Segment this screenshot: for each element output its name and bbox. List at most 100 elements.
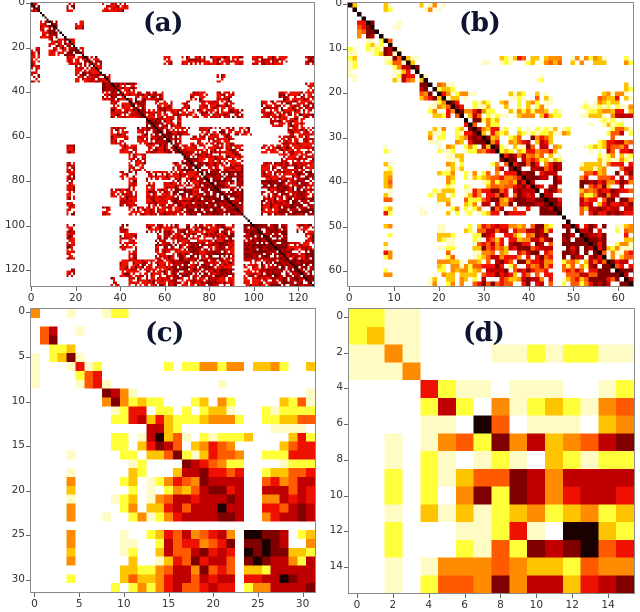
x-tick-label: 5	[75, 598, 83, 610]
x-tick-mark	[356, 594, 358, 598]
y-tick-mark	[344, 531, 348, 533]
x-tick-mark	[79, 593, 81, 597]
x-tick-mark	[209, 287, 211, 291]
x-tick-mark	[123, 593, 125, 597]
x-tick-mark	[536, 594, 538, 598]
y-tick-label: 15	[11, 439, 25, 452]
x-tick-label: 12	[565, 599, 579, 611]
x-tick-mark	[34, 593, 36, 597]
x-tick-mark	[302, 593, 304, 597]
x-tick-label: 14	[601, 599, 615, 611]
y-tick-label: 12	[329, 524, 343, 537]
x-tick-mark	[298, 287, 300, 291]
y-tick-mark	[344, 567, 348, 569]
x-tick-mark	[528, 287, 530, 291]
y-tick-label: 14	[329, 560, 343, 573]
y-tick-label: 80	[11, 174, 25, 187]
x-tick-mark	[618, 287, 620, 291]
y-tick-mark	[26, 579, 30, 581]
x-tick-label: 20	[206, 598, 220, 610]
y-tick-mark	[26, 312, 30, 314]
y-tick-mark	[26, 535, 30, 537]
heatmap-d-canvas	[349, 309, 634, 593]
x-tick-label: 60	[611, 292, 625, 304]
y-tick-label: 20	[11, 40, 25, 53]
y-tick-mark	[26, 47, 30, 49]
x-tick-mark	[253, 287, 255, 291]
heatmap-a-canvas	[31, 3, 314, 286]
y-tick-mark	[343, 271, 347, 273]
x-tick-label: 20	[432, 292, 446, 304]
x-tick-label: 8	[497, 599, 504, 611]
y-tick-label: 10	[11, 394, 25, 407]
y-tick-mark	[344, 316, 348, 318]
x-tick-mark	[349, 287, 351, 291]
heatmap-a	[30, 2, 315, 287]
x-tick-label: 0	[345, 292, 353, 304]
x-tick-mark	[31, 287, 33, 291]
panel-label-a: (a)	[143, 8, 183, 38]
y-tick-label: 8	[336, 452, 343, 465]
y-tick-mark	[344, 424, 348, 426]
y-tick-mark	[26, 270, 30, 272]
y-tick-label: 2	[336, 345, 343, 358]
x-tick-label: 30	[295, 598, 310, 610]
y-tick-label: 5	[18, 349, 25, 362]
y-tick-mark	[26, 181, 30, 183]
x-tick-label: 40	[113, 292, 127, 304]
x-tick-mark	[75, 287, 77, 291]
x-tick-mark	[438, 287, 440, 291]
y-tick-label: 10	[328, 41, 342, 54]
y-tick-mark	[343, 226, 347, 228]
y-tick-mark	[26, 136, 30, 138]
x-tick-mark	[394, 287, 396, 291]
y-tick-mark	[344, 352, 348, 354]
y-tick-mark	[26, 225, 30, 227]
y-tick-label: 30	[11, 572, 25, 585]
x-tick-label: 15	[161, 598, 176, 610]
x-tick-mark	[572, 594, 574, 598]
x-tick-mark	[500, 594, 502, 598]
x-tick-label: 20	[68, 292, 83, 304]
y-tick-mark	[26, 3, 30, 5]
y-tick-label: 10	[329, 488, 343, 501]
y-tick-label: 0	[18, 305, 25, 318]
x-tick-label: 25	[251, 598, 265, 610]
panel-label-b: (b)	[459, 8, 501, 38]
x-tick-mark	[483, 287, 485, 291]
y-tick-mark	[26, 401, 30, 403]
x-tick-label: 0	[353, 599, 361, 611]
x-tick-mark	[392, 594, 394, 598]
y-tick-mark	[343, 48, 347, 50]
x-tick-mark	[120, 287, 122, 291]
y-tick-label: 60	[328, 264, 342, 277]
y-tick-mark	[344, 388, 348, 390]
x-tick-label: 4	[425, 599, 433, 611]
heatmap-b	[347, 2, 634, 287]
y-tick-mark	[26, 446, 30, 448]
x-tick-mark	[428, 594, 430, 598]
heatmap-c-canvas	[31, 309, 315, 592]
x-tick-mark	[257, 593, 259, 597]
y-tick-label: 40	[328, 175, 342, 188]
x-tick-label: 80	[202, 292, 216, 304]
x-tick-label: 2	[389, 599, 397, 611]
x-tick-label: 40	[521, 292, 536, 304]
x-tick-mark	[464, 594, 466, 598]
x-tick-label: 10	[117, 598, 131, 610]
x-tick-label: 60	[158, 292, 172, 304]
x-tick-label: 30	[477, 292, 491, 304]
y-tick-mark	[343, 137, 347, 139]
y-tick-label: 4	[336, 381, 343, 394]
y-tick-label: 6	[336, 417, 343, 430]
x-tick-label: 100	[243, 292, 264, 304]
y-tick-label: 0	[335, 0, 342, 10]
panel-label-c: (c)	[145, 318, 184, 348]
heatmap-b-canvas	[348, 3, 633, 286]
y-tick-label: 100	[4, 218, 25, 231]
panel-label-d: (d)	[463, 318, 505, 348]
x-tick-label: 6	[461, 599, 468, 611]
y-tick-mark	[343, 182, 347, 184]
y-tick-label: 120	[4, 263, 25, 276]
y-tick-label: 60	[11, 129, 25, 142]
